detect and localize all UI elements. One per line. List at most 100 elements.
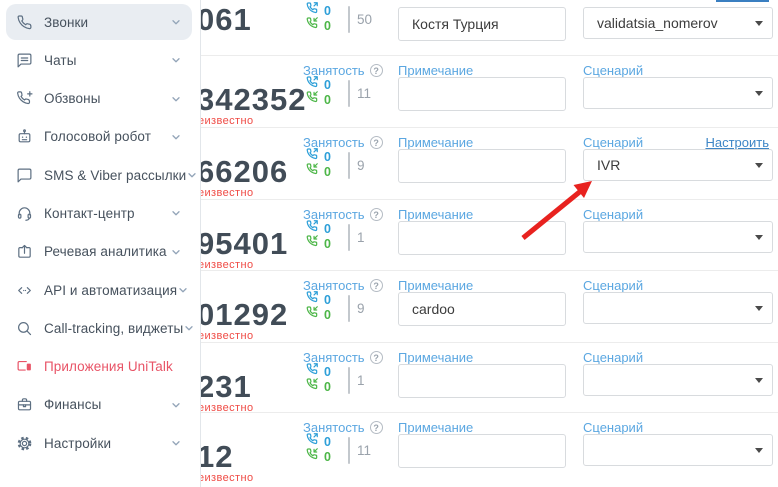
incoming-call-icon [305,234,319,253]
occupancy-label: Занятость ? [303,63,383,78]
chevron-down-icon [186,169,198,181]
dropdown-caret-icon [755,306,763,311]
sidebar-item-settings[interactable]: Настройки [6,425,192,461]
chevron-down-icon [170,93,182,105]
phone-number: 01292 [200,297,289,332]
help-icon[interactable]: ? [369,208,383,221]
divider [348,367,350,394]
divider [348,6,350,33]
note-label: Примечание [398,207,474,222]
chevron-down-icon [170,399,182,411]
note-input[interactable] [398,434,566,468]
channel-count: 11 [357,443,372,458]
scenario-label: Сценарий [583,350,644,365]
sidebar-item-label: Речевая аналитика [44,244,167,260]
sidebar-item-chats[interactable]: Чаты [6,42,192,78]
scenario-label: Сценарий [583,135,644,150]
sidebar-item-label: SMS & Viber рассылки [44,167,187,183]
note-input[interactable] [398,7,566,41]
outgoing-call-icon [305,362,319,381]
call-counters: 0 0 [305,76,331,107]
help-icon[interactable]: ? [369,279,383,292]
table-row: 66206 еизвестно Занятость ? 0 0 9 П [201,127,778,200]
outgoing-call-icon [305,1,319,20]
sidebar-item-finance[interactable]: Финансы [6,387,192,423]
divider [348,295,350,322]
note-input[interactable] [398,149,566,183]
incoming-call-icon [305,447,319,466]
scenario-select[interactable] [583,221,773,253]
phone-number: 95401 [200,226,289,261]
scenario-select[interactable]: validatsia_nomerov [583,7,773,39]
scenario-select[interactable] [583,434,773,466]
dropdown-caret-icon [755,378,763,383]
briefcase-icon [15,396,33,414]
scenario-label: Сценарий [583,420,644,435]
chevron-down-icon [183,322,195,334]
help-icon[interactable]: ? [369,351,383,364]
note-input[interactable] [398,221,566,255]
chevron-down-icon [170,16,182,28]
scenario-select[interactable]: IVR [583,149,773,181]
incoming-call-icon [305,162,319,181]
scenario-select[interactable] [583,292,773,324]
occupancy-label: Занятость ? [303,278,383,293]
phone-number: 12 [200,439,234,474]
scenario-select[interactable] [583,77,773,109]
sidebar-item-label: Звонки [44,14,89,30]
unknown-status-label: еизвестно [200,115,254,127]
sidebar-item-voice-robot[interactable]: Голосовой робот [6,119,192,155]
unknown-status-label: еизвестно [200,472,254,484]
table-row: 01292 еизвестно Занятость ? 0 0 9 П [201,270,778,343]
sidebar-item-label: Контакт-центр [44,205,135,221]
note-input[interactable] [398,364,566,398]
dropdown-caret-icon [755,91,763,96]
channel-count: 1 [357,230,365,245]
help-icon[interactable]: ? [369,421,383,434]
sidebar-item-call-tracking[interactable]: Call-tracking, виджеты [6,310,195,346]
occupancy-label: Занятость ? [303,350,383,365]
phone-number: 061 [200,2,252,37]
help-icon[interactable]: ? [369,64,383,77]
note-input[interactable] [398,292,566,326]
sidebar-item-sms-viber[interactable]: SMS & Viber рассылки [6,157,196,193]
chat-icon [15,51,33,69]
note-input[interactable] [398,77,566,111]
numbers-table: 061 еизвестно Занятость ? 0 0 50 Пр [200,0,778,487]
channel-count: 9 [357,301,365,316]
note-label: Примечание [398,278,474,293]
search-icon [15,319,33,337]
apps-icon [15,358,33,376]
configure-link[interactable]: Настроить [705,135,769,150]
sidebar-item-label: Чаты [44,52,77,68]
divider [348,152,350,179]
chevron-down-icon [170,54,182,66]
robot-icon [15,128,33,146]
divider [348,80,350,107]
sidebar-item-speech-analytics[interactable]: Речевая аналитика [6,234,192,270]
unknown-status-label: еизвестно [200,259,254,271]
occupancy-label: Занятость ? [303,135,383,150]
chevron-down-icon [177,284,189,296]
sidebar-item-label: Call-tracking, виджеты [44,320,184,336]
call-counters: 0 0 [305,220,331,253]
sidebar-item-contact-center[interactable]: Контакт-центр [6,195,192,231]
call-counters: 0 0 [305,362,331,394]
sidebar-item-calls[interactable]: Звонки [6,4,192,40]
unknown-status-label: еизвестно [200,402,254,414]
sidebar-item-label: Настройки [44,435,112,451]
divider [348,224,350,251]
phone-number: 342352 [200,82,307,117]
scenario-select[interactable] [583,364,773,396]
table-row: 061 еизвестно Занятость ? 0 0 50 Пр [201,0,778,55]
sidebar: Звонки Чаты Обзвоны Голосовой робот SMS … [0,0,200,487]
sidebar-item-api[interactable]: API и автоматизация [6,272,192,308]
chevron-down-icon [170,207,182,219]
sidebar-item-dialer[interactable]: Обзвоны [6,81,192,117]
help-icon[interactable]: ? [369,136,383,149]
divider [348,437,350,464]
sidebar-item-unitalk-apps[interactable]: Приложения UniTalk [6,349,192,385]
gear-icon [15,434,33,452]
table-row: 231 еизвестно Занятость ? 0 0 1 При [200,342,778,414]
